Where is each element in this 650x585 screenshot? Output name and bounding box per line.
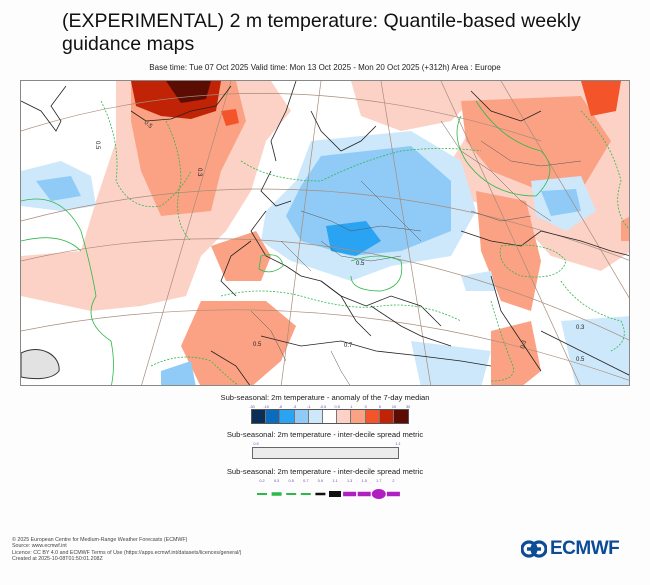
copyright-text: © 2025 European Centre for Medium-Range …	[12, 537, 188, 543]
contour-label: 0.5	[143, 120, 154, 130]
coastlines	[21, 81, 629, 385]
forecast-subtitle: Base time: Tue 07 Oct 2025 Valid time: M…	[149, 63, 501, 72]
anomaly-colorbar-swatch	[393, 410, 409, 423]
anomaly-colorbar	[251, 409, 410, 424]
anomaly-tick: 1	[350, 405, 353, 409]
spread-line-tick: 1.5	[361, 479, 367, 483]
spread-line-tick: 1.1	[332, 479, 338, 483]
spread-fill-legend: Sub-seasonal: 2m temperature - inter-dec…	[0, 430, 650, 449]
anomaly-colorbar-swatch	[266, 410, 281, 423]
anomaly-colorbar-swatch	[365, 410, 380, 423]
anomaly-tick: 6	[378, 405, 381, 409]
anomaly-colorbar-swatch	[308, 410, 323, 423]
anomaly-legend-title: Sub-seasonal: 2m temperature - anomaly o…	[220, 393, 430, 402]
spread-fill-bar	[252, 447, 399, 459]
warm-anomaly-fields	[21, 81, 629, 385]
anomaly-colorbar-swatch	[322, 410, 338, 423]
anomaly-colorbar-swatch	[294, 410, 309, 423]
spread-fill-tick: 0.9	[253, 442, 259, 446]
ecmwf-logo-icon	[521, 540, 547, 558]
anomaly-tick: 3	[364, 405, 367, 409]
ecmwf-logo: ECMWF	[521, 538, 620, 560]
spread-fill-legend-title: Sub-seasonal: 2m temperature - inter-dec…	[226, 430, 424, 439]
anomaly-tick: 30	[406, 405, 411, 409]
source-text: Source: www.ecmwf.int	[12, 543, 67, 550]
spread-line-swatch	[357, 491, 371, 497]
spread-line-swatch	[286, 493, 297, 495]
spread-line-swatch	[343, 491, 357, 497]
anomaly-tick: -0.5	[319, 405, 327, 409]
anomaly-tick: -3	[292, 405, 297, 409]
spread-line-swatch	[271, 492, 282, 496]
europe-temperature-map: 0.5 0.5 0.3 0.5 0.5 0.7 0.3 0.5 0.3	[20, 80, 630, 386]
cold-anomaly-fields	[21, 131, 629, 385]
anomaly-colorbar-swatch	[337, 410, 352, 423]
anomaly-tick: -1	[307, 405, 311, 409]
spread-line-swatch	[300, 493, 311, 495]
spread-fill-tick: 1.1	[395, 442, 401, 446]
spread-line-swatch	[371, 489, 386, 499]
contour-label: 0.7	[344, 343, 353, 349]
footer-credits: © 2025 European Centre for Medium-Range …	[12, 537, 241, 563]
contour-label: 0.5	[253, 342, 262, 348]
contour-label-group: 0.5 0.5 0.3 0.5 0.5 0.7 0.3 0.5 0.3	[94, 120, 585, 363]
anomaly-colorbar-swatch	[379, 410, 394, 423]
contour-label: 0.3	[196, 168, 202, 177]
spread-lines-legend-title: Sub-seasonal: 2m temperature - inter-dec…	[226, 467, 424, 476]
spread-line-swatch	[257, 493, 267, 495]
spread-contours	[21, 100, 629, 385]
page-title: (EXPERIMENTAL) 2 m temperature: Quantile…	[62, 10, 581, 55]
anomaly-tick: -6	[278, 405, 283, 409]
spread-lines-legend-ticks: 0.2 0.3 0.5 0.7 0.9 1.1 1.3 1.5 1.7 2	[0, 478, 650, 486]
contour-label: 0.3	[576, 325, 585, 331]
spread-line-tick: 0.2	[259, 479, 265, 483]
anomaly-legend-ticks: -30 -10 -6 -3 -1 -0.5 0.5 1 3 6 10 30	[0, 404, 650, 412]
spread-line-tick: 0.5	[288, 479, 294, 483]
spread-fill-legend-ticks: 0.9 1.1	[0, 441, 650, 449]
contour-label: 0.5	[576, 357, 585, 363]
contour-label: 0.5	[356, 261, 365, 267]
spread-line-tick: 2	[392, 479, 395, 483]
contour-label: 0.5	[94, 141, 100, 150]
spread-line-tick: 0.3	[273, 479, 280, 483]
anomaly-tick: -30	[249, 405, 255, 409]
country-borders	[250, 120, 582, 385]
spread-line-swatch	[386, 491, 400, 497]
spread-line-swatch	[315, 492, 326, 496]
spread-line-tick: 1.7	[376, 479, 382, 483]
uncovered-land-patch	[21, 348, 60, 380]
graticule	[21, 81, 629, 385]
created-text: Created at 2025-10-08T01:50:01.208Z	[12, 556, 103, 563]
anomaly-legend: Sub-seasonal: 2m temperature - anomaly o…	[0, 393, 650, 412]
spread-line-tick: 0.7	[303, 479, 309, 483]
spread-lines-legend: Sub-seasonal: 2m temperature - inter-dec…	[0, 467, 650, 486]
anomaly-colorbar-swatch	[252, 410, 267, 423]
anomaly-colorbar-swatch	[351, 410, 366, 423]
licence-text: Licence: CC BY 4.0 and ECMWF Terms of Us…	[12, 549, 242, 556]
map-canvas: 0.5 0.5 0.3 0.5 0.5 0.7 0.3 0.5 0.3	[21, 81, 629, 385]
anomaly-tick: 10	[391, 405, 397, 409]
spread-lines-swatches	[257, 489, 400, 499]
anomaly-tick: 0.5	[334, 405, 340, 409]
spread-line-tick: 1.3	[346, 479, 353, 483]
anomaly-colorbar-swatch	[280, 410, 295, 423]
ecmwf-logo-text: ECMWF	[550, 538, 620, 559]
contour-label: 0.3	[520, 339, 528, 349]
spread-line-tick: 0.9	[317, 479, 324, 483]
anomaly-tick: -10	[263, 405, 269, 409]
spread-line-swatch	[329, 491, 341, 497]
